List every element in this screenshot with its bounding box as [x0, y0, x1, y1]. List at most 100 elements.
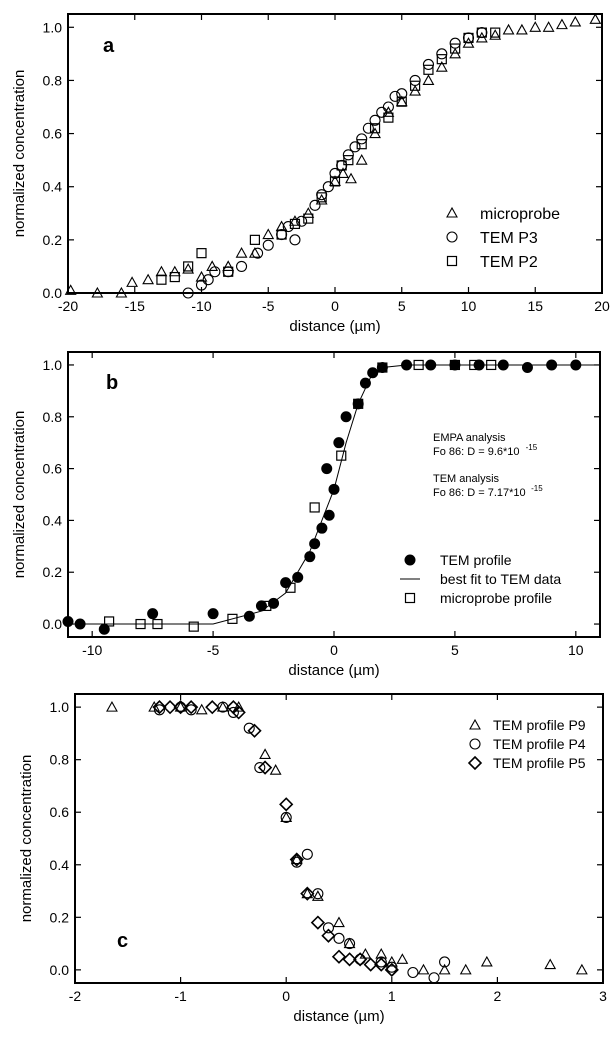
legend-label: TEM profile P5: [493, 755, 586, 771]
annotation-exponent: -15: [526, 443, 538, 452]
data-point: [529, 21, 542, 32]
data-point: [316, 192, 327, 203]
data-point: [589, 13, 602, 24]
legend: TEM profile P9 TEM profile P4 TEM profile …: [467, 717, 586, 771]
data-point: [521, 362, 533, 374]
data-point: [311, 890, 324, 901]
data-point: [183, 261, 194, 272]
data-point: [569, 15, 582, 27]
data-point: [195, 703, 208, 715]
y-tick-label: 0.4: [50, 857, 70, 873]
data-point: [349, 141, 361, 153]
data-point: [383, 112, 394, 123]
data-point: [91, 286, 104, 298]
legend-marker: [469, 718, 481, 730]
data-point: [206, 260, 219, 271]
data-point: [236, 260, 248, 272]
data-point: [329, 167, 341, 179]
y-tick-label: 0.6: [43, 461, 63, 477]
data-point: [301, 848, 313, 860]
data-point: [556, 18, 568, 30]
data-point: [162, 700, 178, 715]
data-point: [142, 273, 155, 285]
x-tick-label: -10: [191, 298, 211, 314]
data-point: [262, 228, 275, 240]
y-tick-label: 1.0: [43, 19, 63, 35]
series-tem-p2: [156, 27, 501, 285]
data-point: [104, 616, 115, 627]
data-point: [302, 207, 315, 218]
data-point: [296, 215, 308, 227]
legend-marker: [446, 231, 458, 243]
data-point: [396, 953, 409, 964]
y-tick-label: 0.4: [43, 179, 63, 195]
data-point: [428, 972, 440, 984]
data-point: [396, 96, 407, 107]
data-point: [231, 705, 246, 720]
data-point: [343, 155, 354, 166]
data-point: [329, 176, 341, 187]
y-tick-label: 0.2: [50, 909, 70, 925]
y-tick-label: 0.8: [50, 752, 70, 768]
data-point: [382, 101, 394, 113]
y-tick-label: 0.0: [43, 616, 63, 632]
data-point: [216, 701, 229, 712]
data-point: [195, 279, 208, 291]
data-point: [247, 723, 262, 738]
legend-label: TEM profile P4: [493, 736, 586, 752]
legend-marker: [467, 755, 483, 771]
data-point: [257, 760, 273, 775]
data-point: [106, 701, 118, 712]
legend: TEM profile best fit to TEM data microprob…: [400, 552, 561, 606]
data-point: [486, 359, 497, 371]
legend-marker: [404, 592, 416, 604]
data-point: [209, 266, 221, 278]
data-point: [169, 271, 180, 283]
data-point: [249, 234, 260, 245]
x-axis-label: distance (µm): [289, 318, 380, 335]
x-tick-label: 10: [568, 642, 584, 658]
series-tem-profile-p5: [152, 700, 399, 977]
data-point: [423, 64, 434, 75]
data-point: [407, 966, 419, 979]
legend-marker: [446, 255, 458, 267]
y-tick-label: 0.2: [43, 232, 63, 248]
data-point: [227, 706, 239, 718]
data-point: [413, 359, 424, 371]
data-point: [459, 963, 472, 975]
panel-c: -2 -1 0 1 2 3 0.0 0.2 0.4 0.6 0.8 1.0 distance (µm) n…: [18, 693, 607, 1025]
data-point: [353, 398, 364, 409]
data-point: [62, 615, 74, 627]
plot-frame: [67, 13, 603, 294]
data-point: [336, 450, 347, 461]
legend-label: TEM P2: [480, 254, 538, 271]
data-point: [439, 956, 451, 968]
x-tick-label: -10: [82, 642, 102, 658]
data-point: [289, 218, 301, 230]
data-point: [359, 377, 371, 389]
data-point: [436, 48, 448, 60]
data-point: [243, 722, 255, 734]
data-point: [344, 938, 356, 950]
y-tick-label: 0.0: [50, 962, 70, 978]
data-point: [367, 367, 379, 379]
y-tick-label: 0.4: [43, 512, 63, 528]
data-point: [340, 411, 352, 423]
data-point: [64, 284, 77, 295]
data-point: [223, 266, 234, 277]
data-point: [409, 74, 421, 86]
annotation-value: Fo 86: D = 7.17*10: [433, 487, 526, 499]
data-point: [259, 748, 272, 759]
data-point: [575, 963, 588, 975]
series-microprobe-profile: [104, 359, 497, 632]
data-point: [291, 856, 303, 868]
data-point: [152, 700, 167, 715]
x-tick-label: -5: [262, 298, 275, 314]
data-point: [222, 260, 235, 271]
x-tick-label: 3: [599, 988, 607, 1004]
data-point: [369, 123, 381, 134]
series-tem-profile-p4: [153, 701, 451, 984]
legend-label: microprobe: [480, 206, 560, 223]
x-tick-label: 0: [282, 988, 290, 1004]
data-point: [489, 29, 502, 40]
